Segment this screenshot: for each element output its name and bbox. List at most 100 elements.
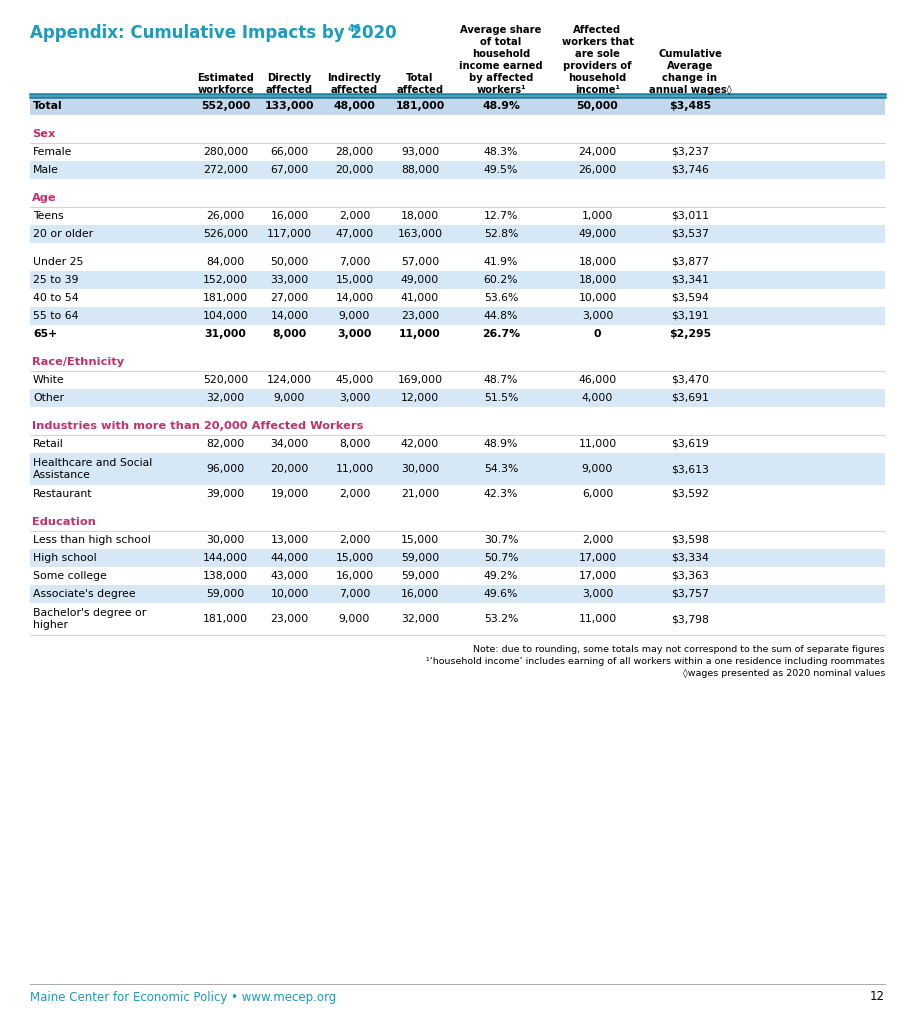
Text: Healthcare and Social
Assistance: Healthcare and Social Assistance — [33, 458, 152, 480]
Text: 9,000: 9,000 — [274, 393, 305, 403]
Text: Less than high school: Less than high school — [33, 535, 150, 545]
Text: Maine Center for Economic Policy • www.mecep.org: Maine Center for Economic Policy • www.m… — [30, 990, 336, 1004]
Text: 1,000: 1,000 — [582, 211, 613, 221]
Text: 46,000: 46,000 — [578, 375, 617, 385]
Text: Average share
of total
household
income earned
by affected
workers¹: Average share of total household income … — [459, 25, 543, 95]
Bar — [30, 453, 885, 485]
Text: 11,000: 11,000 — [578, 439, 617, 449]
Text: 3,000: 3,000 — [339, 393, 370, 403]
Text: 11,000: 11,000 — [578, 614, 617, 624]
Text: 30.7%: 30.7% — [484, 535, 518, 545]
Text: $3,757: $3,757 — [671, 589, 709, 599]
Text: 520,000: 520,000 — [203, 375, 248, 385]
Text: 13,000: 13,000 — [271, 535, 309, 545]
Text: 12,000: 12,000 — [401, 393, 439, 403]
Text: 133,000: 133,000 — [265, 101, 314, 111]
Text: Sex: Sex — [32, 129, 56, 139]
Text: Age: Age — [32, 193, 56, 203]
Text: 12: 12 — [870, 990, 885, 1004]
Text: 54.3%: 54.3% — [484, 464, 518, 474]
Text: 49.2%: 49.2% — [484, 571, 518, 581]
Text: $3,598: $3,598 — [671, 535, 709, 545]
Text: $2,295: $2,295 — [669, 329, 711, 339]
Text: Restaurant: Restaurant — [33, 489, 93, 499]
Text: 47,000: 47,000 — [335, 229, 374, 239]
Text: 26.7%: 26.7% — [482, 329, 520, 339]
Text: 49,000: 49,000 — [401, 275, 439, 285]
Text: 8,000: 8,000 — [272, 329, 307, 339]
Text: 50.7%: 50.7% — [484, 553, 518, 563]
Text: $3,592: $3,592 — [671, 489, 709, 499]
Text: 18,000: 18,000 — [578, 257, 617, 267]
Text: 280,000: 280,000 — [203, 147, 248, 157]
Text: 41.9%: 41.9% — [484, 257, 518, 267]
Text: 19,000: 19,000 — [271, 489, 309, 499]
Text: 15,000: 15,000 — [401, 535, 439, 545]
Text: 169,000: 169,000 — [397, 375, 443, 385]
Text: 46: 46 — [348, 24, 362, 34]
Text: 20,000: 20,000 — [271, 464, 309, 474]
Bar — [30, 225, 885, 243]
Text: 52.8%: 52.8% — [484, 229, 518, 239]
Text: 8,000: 8,000 — [339, 439, 370, 449]
Text: 9,000: 9,000 — [582, 464, 613, 474]
Text: 51.5%: 51.5% — [484, 393, 518, 403]
Text: 59,000: 59,000 — [207, 589, 245, 599]
Bar — [30, 585, 885, 603]
Text: 44,000: 44,000 — [271, 553, 309, 563]
Text: 32,000: 32,000 — [401, 614, 439, 624]
Text: 96,000: 96,000 — [207, 464, 245, 474]
Bar — [30, 307, 885, 325]
Text: 31,000: 31,000 — [205, 329, 247, 339]
Bar — [30, 389, 885, 407]
Text: 88,000: 88,000 — [401, 165, 439, 175]
Text: 41,000: 41,000 — [401, 293, 439, 303]
Text: 26,000: 26,000 — [207, 211, 245, 221]
Text: $3,334: $3,334 — [671, 553, 709, 563]
Text: 14,000: 14,000 — [271, 311, 309, 321]
Text: 53.2%: 53.2% — [484, 614, 518, 624]
Bar — [30, 97, 885, 115]
Text: Under 25: Under 25 — [33, 257, 84, 267]
Text: $3,594: $3,594 — [671, 293, 709, 303]
Text: Note: due to rounding, some totals may not correspond to the sum of separate fig: Note: due to rounding, some totals may n… — [474, 645, 885, 654]
Text: 43,000: 43,000 — [271, 571, 309, 581]
Text: Retail: Retail — [33, 439, 64, 449]
Text: $3,691: $3,691 — [671, 393, 709, 403]
Text: $3,237: $3,237 — [671, 147, 709, 157]
Text: 552,000: 552,000 — [200, 101, 251, 111]
Text: 117,000: 117,000 — [267, 229, 312, 239]
Text: 24,000: 24,000 — [578, 147, 617, 157]
Text: $3,470: $3,470 — [671, 375, 709, 385]
Text: 12.7%: 12.7% — [484, 211, 518, 221]
Text: Cumulative
Average
change in
annual wages◊: Cumulative Average change in annual wage… — [649, 48, 732, 95]
Text: $3,877: $3,877 — [671, 257, 709, 267]
Text: 48.9%: 48.9% — [484, 439, 518, 449]
Text: 16,000: 16,000 — [335, 571, 374, 581]
Text: 84,000: 84,000 — [207, 257, 245, 267]
Bar — [30, 161, 885, 179]
Text: $3,613: $3,613 — [671, 464, 709, 474]
Bar — [30, 271, 885, 289]
Text: Total: Total — [33, 101, 63, 111]
Text: 6,000: 6,000 — [582, 489, 613, 499]
Text: 20,000: 20,000 — [335, 165, 374, 175]
Text: 15,000: 15,000 — [335, 275, 374, 285]
Text: 7,000: 7,000 — [339, 589, 370, 599]
Text: 11,000: 11,000 — [399, 329, 441, 339]
Text: ◊wages presented as 2020 nominal values: ◊wages presented as 2020 nominal values — [682, 669, 885, 678]
Text: $3,619: $3,619 — [671, 439, 709, 449]
Text: 50,000: 50,000 — [577, 101, 619, 111]
Text: 16,000: 16,000 — [271, 211, 309, 221]
Text: Associate's degree: Associate's degree — [33, 589, 136, 599]
Text: $3,011: $3,011 — [671, 211, 709, 221]
Text: Industries with more than 20,000 Affected Workers: Industries with more than 20,000 Affecte… — [32, 421, 363, 431]
Text: 163,000: 163,000 — [397, 229, 443, 239]
Text: 59,000: 59,000 — [401, 571, 439, 581]
Text: ¹‘household income’ includes earning of all workers within a one residence inclu: ¹‘household income’ includes earning of … — [426, 657, 885, 666]
Text: $3,363: $3,363 — [671, 571, 709, 581]
Text: 9,000: 9,000 — [339, 614, 370, 624]
Text: 2,000: 2,000 — [339, 211, 370, 221]
Text: 3,000: 3,000 — [582, 311, 613, 321]
Text: 27,000: 27,000 — [271, 293, 309, 303]
